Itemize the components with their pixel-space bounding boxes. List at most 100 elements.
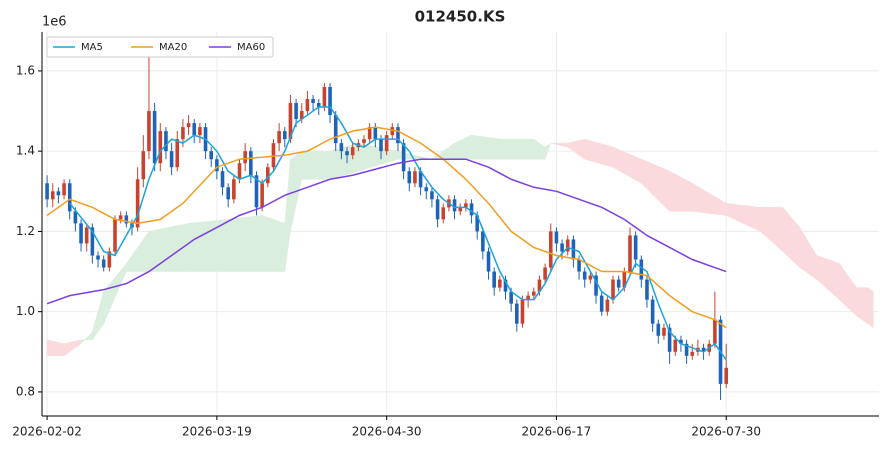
cloud-segment: [867, 287, 874, 329]
candle-body: [481, 231, 485, 252]
candle-body: [181, 127, 185, 140]
candle-body: [271, 143, 276, 168]
cloud-segment: [499, 138, 535, 160]
candle-body: [662, 327, 666, 336]
cloud-segment: [188, 219, 229, 272]
candle-body: [673, 339, 678, 352]
candle-body: [679, 339, 683, 344]
candle-body: [254, 175, 259, 208]
candle-body: [266, 167, 270, 184]
candle-body: [430, 191, 434, 200]
candle-body: [79, 223, 83, 244]
candle-body: [475, 215, 479, 232]
x-tick-label: 2026-06-17: [522, 425, 592, 439]
candle-body: [520, 299, 525, 324]
candle-body: [396, 127, 400, 144]
candle-body: [311, 99, 315, 104]
candle-body: [605, 299, 610, 312]
candle-body: [158, 131, 163, 164]
cloud-segment: [301, 150, 331, 180]
candle-body: [333, 115, 338, 144]
candle-body: [62, 183, 66, 196]
y-tick-label: 0.8: [16, 384, 35, 398]
candle-body: [277, 131, 281, 144]
candle-body: [622, 271, 627, 288]
x-tick-label: 2026-04-30: [352, 425, 422, 439]
candle-body: [299, 111, 304, 120]
candle-body: [101, 259, 106, 268]
candle-body: [367, 127, 372, 140]
y-tick-label: 1.0: [16, 304, 35, 318]
candle-body: [413, 171, 417, 184]
candle-body: [164, 131, 168, 152]
candle-body: [667, 327, 672, 352]
candle-body: [486, 251, 491, 272]
candle-body: [690, 351, 695, 356]
candle-body: [135, 179, 140, 228]
candle-body: [226, 187, 230, 200]
candle-body: [56, 191, 61, 196]
candle-body: [628, 235, 632, 272]
candle-body: [531, 291, 536, 296]
candle-body: [418, 171, 423, 188]
candle-body: [554, 231, 559, 244]
candle-body: [379, 139, 383, 152]
candle-body: [232, 179, 236, 200]
candle-body: [464, 203, 468, 208]
candle-body: [90, 227, 95, 256]
candle-body: [243, 151, 247, 164]
candle-body: [656, 323, 661, 336]
candle-body: [498, 279, 502, 288]
candle-body: [84, 227, 89, 244]
x-tick-label: 2026-07-30: [691, 425, 761, 439]
candle-body: [107, 251, 112, 268]
chart-title: 012450.KS: [415, 8, 506, 26]
legend: MA5 MA20 MA60: [46, 36, 274, 58]
candle-body: [328, 86, 332, 116]
candle-body: [492, 271, 496, 288]
candle-body: [515, 303, 519, 324]
candle-body: [45, 183, 49, 200]
candle-body: [650, 299, 655, 324]
cloud-segment: [471, 134, 501, 160]
candle-body: [209, 151, 214, 160]
candles: [45, 46, 729, 400]
candle-body: [147, 111, 151, 152]
candle-body: [458, 207, 463, 212]
legend-box: [46, 36, 274, 58]
candle-body: [113, 219, 117, 252]
candle-body: [237, 163, 242, 180]
candle-body: [198, 127, 202, 136]
candle-body: [186, 123, 191, 128]
candle-body: [322, 86, 327, 108]
candle-body: [407, 171, 412, 184]
offset-label: 1e6: [42, 15, 67, 30]
x-tick-label: 2026-03-19: [182, 425, 252, 439]
candle-body: [390, 127, 395, 136]
candle-body: [645, 279, 649, 300]
cloud-segment: [227, 215, 263, 272]
ma-line: [46, 158, 727, 305]
candle-body: [565, 239, 570, 252]
candle-body: [577, 259, 581, 272]
candle-body: [611, 279, 615, 300]
candle-body: [537, 279, 542, 292]
candle-body: [588, 275, 593, 280]
candle-body: [469, 203, 474, 216]
legend-label: MA60: [237, 42, 265, 53]
candle-body: [452, 199, 457, 212]
cloud-segment: [544, 142, 552, 160]
candle-body: [639, 259, 644, 280]
candle-body: [215, 159, 219, 172]
x-tick-label: 2026-02-02: [12, 425, 82, 439]
y-tick-label: 1.2: [16, 224, 35, 238]
candle-body: [152, 111, 157, 164]
candle-body: [192, 123, 197, 136]
candle-body: [548, 231, 553, 268]
candle-body: [260, 183, 264, 208]
candle-body: [560, 243, 564, 252]
candle-body: [441, 207, 446, 220]
candle-body: [339, 143, 344, 152]
